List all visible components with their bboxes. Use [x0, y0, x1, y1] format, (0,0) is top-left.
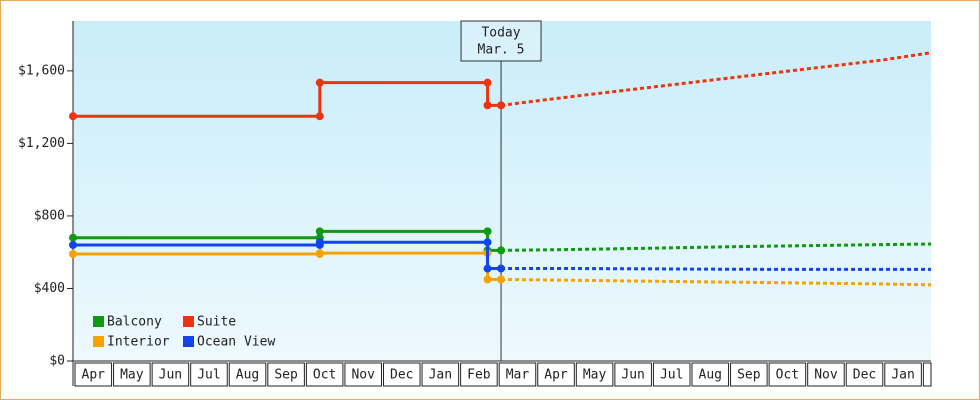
point: [483, 238, 492, 247]
y-tick-label: $1,200: [18, 136, 65, 151]
point: [483, 78, 492, 87]
point: [69, 112, 77, 121]
legend-label: Balcony: [107, 315, 162, 330]
today-label: Today: [481, 26, 520, 41]
x-tick-label: Sep: [274, 368, 298, 383]
month-cell: [614, 362, 652, 387]
point: [315, 112, 324, 121]
month-cell: [807, 362, 845, 387]
point: [315, 227, 324, 236]
month-cell: [845, 362, 884, 387]
x-tick-label: Sep: [737, 368, 761, 383]
point: [497, 246, 506, 255]
x-tick-label: Aug: [699, 368, 722, 383]
forecast-line: [501, 242, 932, 252]
legend-swatch: [93, 316, 104, 327]
plot-area: [73, 21, 931, 361]
x-tick-label: Apr: [82, 368, 106, 383]
legend-label: Ocean View: [197, 335, 275, 350]
point: [69, 233, 77, 242]
today-label: Mar. 5: [478, 43, 525, 58]
x-tick-label: Oct: [313, 368, 336, 383]
month-cell: [922, 362, 932, 387]
x-tick-label: Nov: [351, 368, 375, 383]
month-cell: [382, 362, 421, 387]
x-tick-label: Jan: [429, 368, 452, 383]
x-tick-label: Jun: [159, 368, 182, 383]
month-cell: [305, 362, 344, 387]
point: [69, 240, 77, 249]
x-tick-label: May: [583, 368, 607, 383]
month-cell: [74, 362, 113, 387]
month-cell: [113, 362, 151, 387]
month-cell: [537, 362, 575, 387]
legend-label: Interior: [107, 335, 170, 350]
x-tick-label: Jun: [621, 368, 644, 383]
legend-label: Suite: [197, 315, 236, 330]
point: [483, 227, 492, 236]
forecast-line: [501, 267, 931, 271]
point: [315, 238, 324, 247]
month-cell: [460, 362, 498, 387]
month-cell: [228, 362, 267, 387]
x-tick-label: Nov: [814, 368, 838, 383]
x-tick-label: Mar: [506, 368, 530, 383]
legend-swatch: [183, 336, 194, 347]
x-tick-label: Jan: [891, 368, 914, 383]
legend-swatch: [183, 316, 194, 327]
month-cell: [652, 362, 691, 387]
month-cell: [730, 362, 768, 387]
forecast-line: [500, 51, 932, 107]
month-cell: [421, 362, 460, 387]
y-tick-label: $1,600: [18, 63, 65, 78]
point: [315, 249, 324, 258]
point: [497, 101, 506, 110]
y-tick-label: $0: [49, 354, 65, 369]
x-tick-label: Dec: [853, 368, 876, 383]
point: [483, 264, 492, 273]
point: [315, 78, 324, 87]
x-tick-label: Apr: [544, 368, 568, 383]
month-cell: [267, 362, 305, 387]
legend-swatch: [93, 336, 104, 347]
month-cell: [768, 362, 807, 387]
point: [497, 275, 506, 284]
month-cell: [344, 362, 382, 387]
point: [497, 264, 506, 273]
x-tick-label: Feb: [467, 368, 491, 383]
month-cell: [151, 362, 190, 387]
x-tick-label: Jul: [197, 368, 220, 383]
x-tick-label: Jul: [660, 368, 683, 383]
month-cell: [575, 362, 614, 387]
month-cell: [884, 362, 922, 387]
month-cell: [190, 362, 228, 387]
x-tick-label: Dec: [390, 368, 413, 383]
month-cell: [498, 362, 537, 387]
x-tick-label: May: [120, 368, 144, 383]
point: [483, 275, 492, 284]
point: [483, 101, 492, 110]
x-tick-label: Aug: [236, 368, 259, 383]
x-tick-label: Oct: [776, 368, 799, 383]
y-tick-label: $800: [34, 208, 65, 223]
forecast-line: [501, 277, 932, 287]
point: [69, 250, 77, 259]
today-box: [460, 20, 542, 62]
y-tick-label: $400: [34, 281, 65, 296]
month-cell: [691, 362, 730, 387]
